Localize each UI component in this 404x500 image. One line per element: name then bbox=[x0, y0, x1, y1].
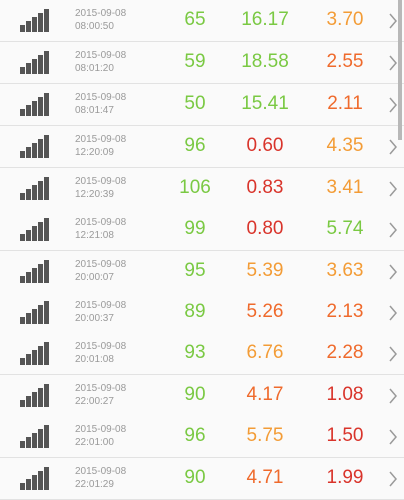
value-1: 96 bbox=[184, 425, 206, 446]
list-item[interactable]: 2015-09-08 12:20:39 106 0.83 3.41 bbox=[0, 168, 404, 210]
list-item[interactable]: 2015-09-08 08:01:20 59 18.58 2.55 bbox=[0, 42, 404, 84]
value-3: 3.41 bbox=[326, 177, 364, 198]
value-1: 96 bbox=[184, 135, 206, 156]
entry-time: 20:01:08 bbox=[75, 354, 114, 365]
value-2: 0.83 bbox=[246, 177, 284, 198]
signal-strength-icon bbox=[20, 134, 52, 158]
value-3: 1.50 bbox=[326, 425, 364, 446]
signal-strength-icon bbox=[20, 466, 52, 490]
list-item[interactable]: 2015-09-08 08:00:50 65 16.17 3.70 bbox=[0, 0, 404, 42]
entry-date: 2015-09-08 bbox=[75, 134, 127, 145]
entry-time: 22:01:29 bbox=[75, 479, 114, 490]
entry-date: 2015-09-08 bbox=[75, 92, 127, 103]
value-2: 18.58 bbox=[241, 51, 289, 72]
value-1: 90 bbox=[184, 467, 206, 488]
chevron-right-icon[interactable] bbox=[388, 428, 398, 446]
value-1: 95 bbox=[184, 260, 206, 281]
value-3: 3.70 bbox=[326, 9, 364, 30]
chevron-right-icon[interactable] bbox=[388, 470, 398, 488]
entry-date: 2015-09-08 bbox=[75, 176, 127, 187]
entry-time: 08:01:47 bbox=[75, 105, 114, 116]
list-item[interactable]: 2015-09-08 22:01:00 96 5.75 1.50 bbox=[0, 416, 404, 458]
value-3: 2.11 bbox=[327, 93, 363, 114]
value-2: 5.26 bbox=[246, 301, 284, 322]
value-3: 1.99 bbox=[326, 467, 364, 488]
chevron-right-icon[interactable] bbox=[388, 138, 398, 156]
scrollbar[interactable] bbox=[398, 0, 402, 140]
chevron-right-icon[interactable] bbox=[388, 345, 398, 363]
chevron-right-icon[interactable] bbox=[388, 180, 398, 198]
chevron-right-icon[interactable] bbox=[388, 263, 398, 281]
value-1: 89 bbox=[184, 301, 206, 322]
entry-date: 2015-09-08 bbox=[75, 466, 127, 477]
value-2: 5.75 bbox=[246, 425, 284, 446]
entry-date: 2015-09-08 bbox=[75, 424, 127, 435]
signal-strength-icon bbox=[20, 92, 52, 116]
entry-time: 20:00:07 bbox=[75, 272, 114, 283]
entry-time: 08:01:20 bbox=[75, 63, 114, 74]
signal-strength-icon bbox=[20, 259, 52, 283]
entry-time: 08:00:50 bbox=[75, 21, 114, 32]
entry-date: 2015-09-08 bbox=[75, 50, 127, 61]
value-3: 2.13 bbox=[326, 301, 364, 322]
value-2: 0.80 bbox=[246, 218, 284, 239]
value-3: 4.35 bbox=[326, 135, 364, 156]
value-1: 65 bbox=[184, 9, 206, 30]
value-3: 3.63 bbox=[326, 260, 364, 281]
entry-time: 20:00:37 bbox=[75, 313, 114, 324]
list-item[interactable]: 2015-09-08 22:01:29 90 4.71 1.99 bbox=[0, 458, 404, 500]
entry-time: 12:20:39 bbox=[75, 189, 114, 200]
chevron-right-icon[interactable] bbox=[388, 221, 398, 239]
list-item[interactable]: 2015-09-08 20:00:07 95 5.39 3.63 bbox=[0, 251, 404, 293]
entry-time: 12:20:09 bbox=[75, 147, 114, 158]
chevron-right-icon[interactable] bbox=[388, 54, 398, 72]
value-3: 2.55 bbox=[326, 51, 364, 72]
value-2: 5.39 bbox=[246, 260, 284, 281]
value-1: 93 bbox=[184, 342, 206, 363]
entry-date: 2015-09-08 bbox=[75, 217, 127, 228]
entry-date: 2015-09-08 bbox=[75, 8, 127, 19]
entry-date: 2015-09-08 bbox=[75, 341, 127, 352]
value-2: 15.41 bbox=[241, 93, 289, 114]
value-2: 4.17 bbox=[246, 384, 284, 405]
value-3: 2.28 bbox=[326, 342, 364, 363]
value-2: 0.60 bbox=[246, 135, 284, 156]
chevron-right-icon[interactable] bbox=[388, 12, 398, 30]
list-item[interactable]: 2015-09-08 20:01:08 93 6.76 2.28 bbox=[0, 333, 404, 375]
entry-date: 2015-09-08 bbox=[75, 383, 127, 394]
value-1: 50 bbox=[184, 93, 206, 114]
chevron-right-icon[interactable] bbox=[388, 304, 398, 322]
value-2: 4.71 bbox=[246, 467, 284, 488]
value-2: 6.76 bbox=[246, 342, 284, 363]
signal-strength-icon bbox=[20, 424, 52, 448]
list-item[interactable]: 2015-09-08 08:01:47 50 15.41 2.11 bbox=[0, 84, 404, 126]
value-3: 1.08 bbox=[326, 384, 364, 405]
entry-time: 12:21:08 bbox=[75, 230, 114, 241]
entry-time: 22:01:00 bbox=[75, 437, 114, 448]
signal-strength-icon bbox=[20, 341, 52, 365]
entry-date: 2015-09-08 bbox=[75, 259, 127, 270]
list-item[interactable]: 2015-09-08 12:21:08 99 0.80 5.74 bbox=[0, 209, 404, 251]
value-1: 59 bbox=[184, 51, 206, 72]
value-1: 99 bbox=[184, 218, 206, 239]
value-2: 16.17 bbox=[241, 9, 289, 30]
signal-strength-icon bbox=[20, 300, 52, 324]
value-3: 5.74 bbox=[326, 218, 364, 239]
value-1: 90 bbox=[184, 384, 206, 405]
signal-strength-icon bbox=[20, 383, 52, 407]
chevron-right-icon[interactable] bbox=[388, 96, 398, 114]
list-item[interactable]: 2015-09-08 12:20:09 96 0.60 4.35 bbox=[0, 126, 404, 168]
chevron-right-icon[interactable] bbox=[388, 387, 398, 405]
signal-strength-icon bbox=[20, 50, 52, 74]
entry-time: 22:00:27 bbox=[75, 396, 114, 407]
signal-strength-icon bbox=[20, 217, 52, 241]
entry-date: 2015-09-08 bbox=[75, 300, 127, 311]
value-1: 106 bbox=[179, 177, 211, 198]
list-item[interactable]: 2015-09-08 20:00:37 89 5.26 2.13 bbox=[0, 292, 404, 334]
list-item[interactable]: 2015-09-08 22:00:27 90 4.17 1.08 bbox=[0, 375, 404, 417]
signal-strength-icon bbox=[20, 8, 52, 32]
signal-strength-icon bbox=[20, 176, 52, 200]
